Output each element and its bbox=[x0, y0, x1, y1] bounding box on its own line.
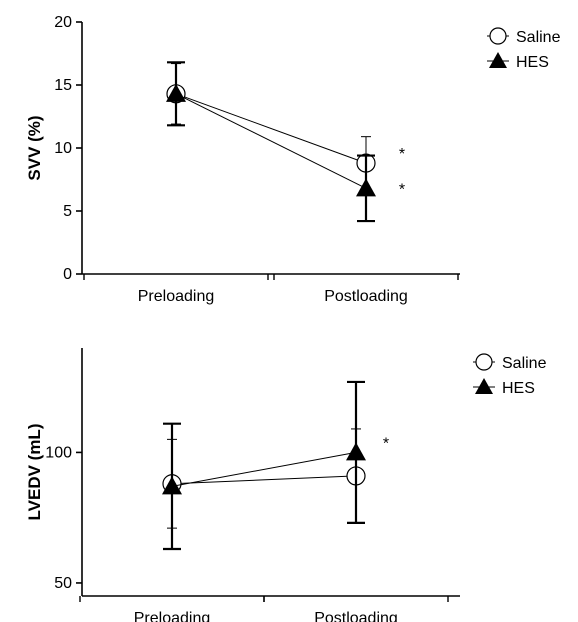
y-axis-title: LVEDV (mL) bbox=[25, 424, 44, 521]
svv-panel: 0 5 10 15 20 Preloading Postloading SVV (%) * * Sa… bbox=[25, 14, 561, 305]
legend-marker-hes bbox=[489, 52, 507, 68]
y-tick-label: 0 bbox=[63, 266, 72, 283]
x-tick-label: Preloading bbox=[134, 610, 211, 622]
y-tick-label: 50 bbox=[54, 575, 72, 592]
y-tick-label: 10 bbox=[54, 140, 72, 157]
legend-label: Saline bbox=[502, 355, 547, 372]
y-axis-title: SVV (%) bbox=[25, 115, 44, 180]
significance-star: * bbox=[383, 435, 389, 452]
data-point-hes bbox=[166, 83, 186, 102]
legend-marker-saline bbox=[475, 353, 493, 371]
significance-star: * bbox=[399, 146, 405, 163]
y-tick-label: 5 bbox=[63, 203, 72, 220]
series-line-saline bbox=[171, 475, 357, 485]
series-line-saline bbox=[175, 93, 367, 164]
x-tick-label: Postloading bbox=[314, 610, 398, 622]
x-tick-label: Postloading bbox=[324, 288, 408, 305]
data-point-hes bbox=[346, 442, 366, 461]
y-tick-label: 20 bbox=[54, 14, 72, 31]
legend-label: HES bbox=[502, 380, 535, 397]
data-point-hes bbox=[162, 476, 182, 495]
series-line-hes bbox=[175, 93, 367, 189]
y-tick-label: 15 bbox=[54, 77, 72, 94]
legend-marker-hes bbox=[475, 378, 493, 394]
series-line-hes bbox=[171, 451, 357, 487]
y-tick-label: 100 bbox=[45, 444, 72, 461]
legend-marker-saline bbox=[489, 27, 507, 45]
legend-label: HES bbox=[516, 54, 549, 71]
x-tick-label: Preloading bbox=[138, 288, 215, 305]
data-point-hes bbox=[356, 178, 376, 197]
legend-label: Saline bbox=[516, 29, 561, 46]
lvedv-panel: 50 100 Preloading Postloading LVEDV (mL) * Sal… bbox=[25, 348, 547, 622]
significance-star: * bbox=[399, 181, 405, 198]
